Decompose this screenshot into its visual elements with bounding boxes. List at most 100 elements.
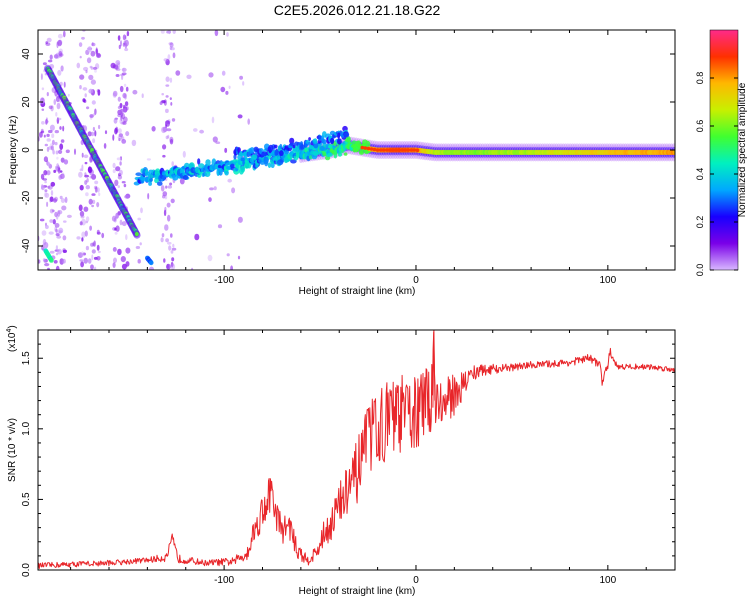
snr-spike (432, 330, 436, 408)
spectrogram-trace-point (217, 168, 224, 172)
spectrogram-speckle (115, 74, 120, 77)
spectrogram-speckle (84, 172, 87, 176)
spectrogram-speckle (85, 185, 91, 190)
spectrogram-branch-point (249, 147, 255, 154)
spectrogram-speckle (118, 133, 124, 138)
spectrogram-speckle (165, 135, 169, 140)
spectrogram-speckle (85, 245, 89, 251)
spectrogram-speckle (39, 131, 43, 138)
spectrogram-speckle (93, 185, 98, 190)
spectrogram-speckle (117, 185, 121, 189)
spectrogram-speckle (117, 175, 123, 180)
spectrogram-speckle (65, 149, 70, 154)
spectrogram-speckle (124, 101, 129, 107)
spectrogram-speckle (170, 102, 173, 106)
spectrogram-speckle (119, 161, 122, 166)
spectrogram-speckle (51, 133, 55, 138)
snr-y-scale-close: ) (7, 325, 18, 328)
spectrogram-speckle (57, 248, 62, 255)
spectrogram-speckle (48, 129, 53, 134)
spectrogram-speckle (114, 179, 119, 186)
spectrogram-trace-point (198, 163, 205, 169)
spectrogram-speckle (57, 117, 62, 121)
spectrogram-speckle (166, 263, 169, 269)
spectrogram-speckle (78, 42, 83, 47)
spectrogram-speckle (214, 30, 219, 37)
spectrogram-speckle (167, 185, 172, 189)
spectrogram-speckle (43, 170, 48, 176)
spectrogram-speckle (117, 248, 122, 256)
spectrogram-speckle (53, 169, 57, 173)
spectrogram-speckle (44, 263, 50, 267)
spectrogram-speckle (120, 256, 126, 263)
snr-frame (37, 329, 676, 571)
spectrogram-speckle (162, 191, 168, 197)
spectrogram-speckle (82, 87, 88, 91)
spectrogram-speckle (56, 156, 59, 160)
spectrogram-speckle (217, 224, 223, 229)
spectrogram-speckle (74, 148, 76, 155)
spectrogram-speckle (93, 240, 96, 247)
spectrogram-speckle (57, 210, 63, 215)
spectrogram-speckle (54, 130, 59, 134)
spectrogram-speckle (186, 74, 192, 80)
spectrogram-hot-point (400, 148, 405, 152)
spectrogram-speckle (117, 128, 122, 134)
spectrogram-trace-point (290, 159, 297, 164)
spectrogram-speckle (49, 196, 54, 202)
spectrogram-speckle (50, 190, 54, 196)
spectrogram-trace-point (162, 175, 166, 182)
spectrogram-speckle (121, 221, 127, 227)
spectrogram-speckle (86, 178, 89, 183)
spectrogram-y-tick-label: -40 (21, 238, 32, 253)
spectrogram-speckle (231, 187, 236, 194)
spectrogram-speckle (191, 267, 194, 270)
spectrogram-speckle (62, 248, 66, 253)
spectrogram-speckle (55, 165, 58, 169)
colorbar-tick-label: 0.2 (695, 216, 705, 229)
spectrogram-speckle (47, 185, 51, 189)
spectrogram-branch-point (279, 150, 284, 157)
spectrogram-speckle (52, 198, 58, 203)
spectrogram-speckle (120, 40, 122, 47)
spectrogram-speckle (49, 219, 54, 223)
spectrogram-branch-point (252, 154, 258, 160)
spectrogram-speckle (94, 69, 97, 73)
spectrogram-speckle (43, 156, 49, 163)
spectrogram-speckle (122, 34, 126, 41)
spectrogram-speckle (47, 146, 53, 150)
spectrogram-speckle (165, 185, 168, 189)
spectrogram-speckle (85, 220, 89, 224)
spectrogram-hot-point (363, 146, 368, 150)
spectrogram-speckle (123, 83, 127, 87)
spectrogram-speckle (52, 219, 56, 225)
spectrogram-speckle (84, 161, 88, 165)
spectrogram-speckle (57, 33, 63, 39)
spectrogram-branch-point (274, 150, 279, 156)
spectrogram-speckle (60, 65, 64, 72)
spectrogram-speckle (63, 220, 67, 223)
spectrogram-speckle (60, 157, 65, 163)
spectrogram-trace-point (135, 172, 142, 176)
spectrogram-speckle (221, 70, 226, 76)
spectrogram-speckle (48, 231, 54, 235)
spectrogram-speckle (121, 67, 127, 72)
spectrogram-speckle (112, 134, 115, 141)
spectrogram-speckle (124, 48, 129, 52)
spectrogram-speckle (169, 138, 174, 145)
spectrogram-speckle (194, 233, 200, 241)
spectrogram-speckle (91, 100, 96, 105)
spectrogram-speckle (83, 154, 89, 159)
spectrogram-speckle (193, 128, 198, 132)
spectrogram-speckle (149, 266, 154, 270)
spectrogram-spot (148, 260, 154, 266)
snr-y-tick-label: 0.5 (21, 492, 32, 506)
spectrogram-speckle (168, 245, 172, 251)
spectrogram-speckle (40, 97, 45, 105)
spectrogram-speckle (237, 216, 243, 223)
spectrogram-speckle (79, 221, 83, 226)
spectrogram-speckle (88, 198, 93, 205)
spectrogram-speckle (61, 205, 67, 211)
spectrogram-speckle (113, 257, 117, 264)
